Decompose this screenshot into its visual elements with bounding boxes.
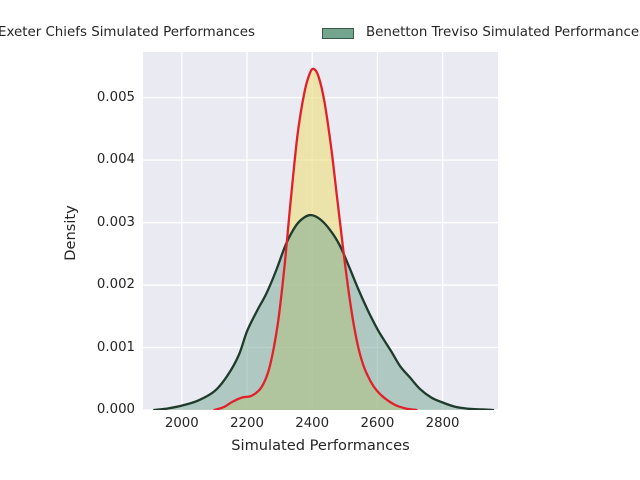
y-axis-label: Density: [62, 205, 79, 261]
kde-fill-benetton-treviso: [154, 215, 494, 410]
y-tick-label: 0.003: [96, 214, 135, 230]
x-tick-label: 2600: [360, 416, 395, 431]
kde-line-benetton-treviso: [152, 213, 495, 410]
legend-item-benetton: Benetton Treviso Simulated Performances: [322, 25, 640, 41]
legend-label-benetton: Benetton Treviso Simulated Performances: [366, 25, 640, 40]
y-tick-label: 0.001: [96, 339, 135, 355]
x-tick-label: 2400: [295, 416, 330, 431]
y-tick-label: 0.004: [96, 152, 135, 168]
y-tick-label: 0.002: [96, 277, 135, 293]
legend-item-exeter: Exeter Chiefs Simulated Performances: [0, 25, 255, 41]
legend-swatch-benetton: [322, 27, 354, 39]
legend-label-exeter: Exeter Chiefs Simulated Performances: [0, 25, 255, 40]
y-tick-label: 0.000: [96, 402, 135, 417]
kde-line-exeter-chiefs: [213, 67, 418, 410]
y-tick-label: 0.005: [96, 89, 135, 105]
x-tick-label: 2000: [164, 416, 199, 431]
x-tick-label: 2800: [425, 416, 460, 431]
x-axis-label: Simulated Performances: [231, 437, 410, 454]
x-tick-label: 2200: [230, 416, 264, 431]
